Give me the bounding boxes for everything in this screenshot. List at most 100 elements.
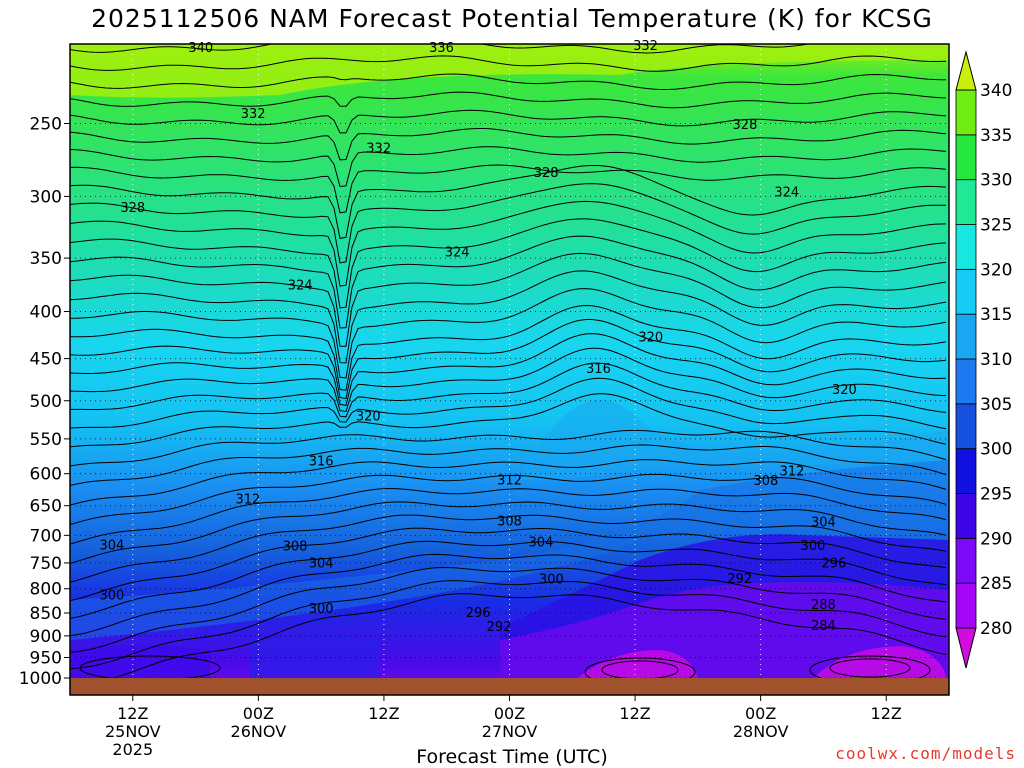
contour-lines [70,44,947,687]
contour-label: 284 [811,619,836,634]
y-tick-label: 450 [30,350,62,370]
contour-line [70,501,947,564]
contour-line [70,55,947,72]
contour-label: 300 [801,539,826,554]
colorbar-label: 325 [980,216,1012,236]
colorbar-min-triangle [955,627,977,669]
y-tick-label: 500 [30,392,62,412]
contour-line [70,540,947,619]
contour-label: 332 [366,141,391,156]
colorbar-label: 280 [980,619,1012,639]
contour-label: 320 [638,331,663,346]
y-tick-label: 1000 [19,669,62,689]
contour-line [70,553,947,637]
contour-line [70,393,947,448]
contour-label: 292 [727,572,752,587]
contour-line [70,527,947,602]
colorbar-band [955,537,977,584]
colorbar-band [955,89,977,136]
contour-line [70,270,947,364]
contour-label: 316 [309,454,334,469]
contour-line [70,235,947,329]
colorbar-band [955,268,977,315]
contour-line [70,304,947,391]
contour-line [70,252,947,347]
contour-label: 324 [445,245,470,260]
contour-label: 312 [497,473,522,488]
colorbar-band [955,134,977,181]
x-tick-label: 25NOV [105,722,161,741]
contour-line [70,183,947,264]
contour-line [70,593,947,686]
x-tick-label: 2025 [112,740,153,759]
contour-label: 328 [534,166,559,181]
contour-line [70,164,947,214]
contour-label: 300 [309,602,334,617]
colorbar-band [955,403,977,450]
contour-line [70,44,929,54]
x-tick-label: 28NOV [733,722,789,741]
field-region-6 [70,460,949,640]
contour-line [70,429,947,467]
contour-line [70,488,947,545]
x-tick-label: 26NOV [231,722,287,741]
colorbar: 280 285 290 295 300 305 310 315 320 325 330 335 340 [955,50,1012,669]
contour-label: 300 [539,573,564,588]
contour-label: 320 [356,409,381,424]
contour-label: 304 [309,556,334,571]
colorbar-band [955,224,977,270]
contour-label: 304 [99,538,124,553]
contour-line [70,514,947,583]
contour-label: 308 [753,474,778,489]
contour-label: 304 [811,516,836,531]
colorbar-label: 300 [980,440,1012,460]
contour-label: 308 [497,514,522,529]
contour-line [70,288,947,379]
y-tick-label: 700 [30,526,62,546]
contour-line [70,73,946,91]
colorbar-label: 335 [980,126,1012,146]
colorbar-band [955,493,977,539]
contour-line [70,333,947,406]
contour-label: 328 [120,201,145,216]
x-tick-label: 12Z [368,704,399,723]
contour-line [70,91,947,109]
contour-line [70,473,947,526]
colorbar-label: 340 [980,81,1012,101]
y-tick-label: 650 [30,497,62,517]
y-tick-label: 350 [30,249,62,269]
colorbar-max-triangle [955,50,977,91]
contour-line [70,218,947,309]
grid-lines [70,44,949,695]
contour-line [70,200,947,287]
chart-title: 2025112506 NAM Forecast Potential Temper… [91,4,933,33]
x-tick-label: 00Z [745,704,776,723]
colorbar-band [955,358,977,405]
contour-label: 308 [283,540,308,555]
colorbar-band [955,582,977,629]
x-tick-label: 12Z [619,704,650,723]
y-tick-label: 250 [30,115,62,135]
contour-label: 300 [99,589,124,604]
contour-label: 320 [832,383,857,398]
credit-link[interactable]: coolwx.com/models [835,744,1016,763]
contour-closed [829,658,911,678]
y-tick-label: 550 [30,430,62,450]
x-tick-label: 12Z [871,704,902,723]
contour-line [70,109,947,134]
contour-line [70,566,947,653]
contour-line [70,347,947,413]
colorbar-label: 330 [980,171,1012,191]
contour-line [70,319,947,400]
contour-label: 324 [288,279,313,294]
x-tick-label: 27NOV [482,722,538,741]
field-region-8 [70,44,949,98]
contour-line [70,165,947,239]
contour-label: 332 [241,107,266,122]
colorbar-label: 315 [980,305,1012,325]
contour-label: 324 [774,185,799,200]
y-tick-label: 850 [30,604,62,624]
y-tick-label: 950 [30,648,62,668]
